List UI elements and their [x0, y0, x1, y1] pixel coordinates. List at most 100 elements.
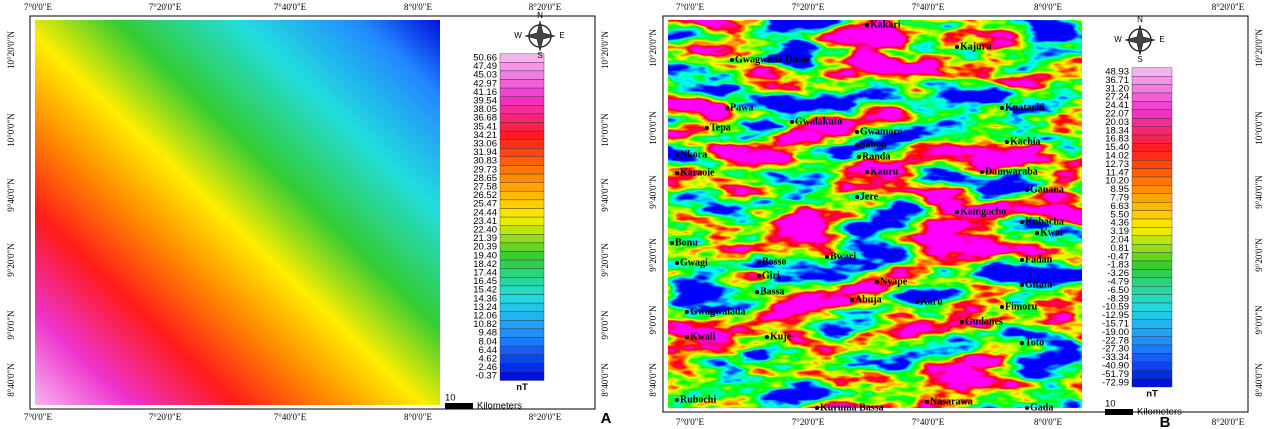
colorbar-swatch [500, 148, 544, 157]
x-tick-label: 8°20'0"E [529, 412, 562, 422]
place-name: Fimoru [1005, 301, 1038, 312]
colorbar-swatch [500, 174, 544, 183]
colorbar-swatch [1132, 286, 1172, 294]
place-name: Gwagwalada [690, 306, 746, 317]
place-dot [855, 143, 859, 147]
colorbar-swatch [500, 226, 544, 235]
colorbar-swatch [500, 286, 544, 295]
place-dot [675, 171, 679, 175]
place-name: Kpatachi [1005, 102, 1045, 113]
place-dot [675, 153, 679, 157]
colorbar-swatch [500, 105, 544, 114]
page: { "left_map": { "panel_label": "A", "x_t… [0, 0, 1270, 429]
place-dot [1020, 258, 1024, 262]
scale-value: 10 [1105, 399, 1116, 410]
scale-value: 10 [445, 393, 456, 404]
colorbar-swatch [1132, 353, 1172, 361]
place-dot [875, 280, 879, 284]
place-dot [815, 406, 819, 410]
place-dot [855, 130, 859, 134]
place-name: Kajuru [960, 41, 992, 52]
place-name: Gwagi [680, 257, 708, 268]
colorbar-swatch [1132, 320, 1172, 328]
place-name: Giri [762, 270, 780, 281]
place-name: Rubochi [680, 394, 716, 405]
compass-west: W [1114, 35, 1122, 44]
colorbar-swatch [500, 234, 544, 243]
colorbar-unit: nT [516, 382, 528, 393]
colorbar-swatch [1132, 76, 1172, 84]
colorbar-swatch [500, 166, 544, 175]
place-dot [685, 310, 689, 314]
place-name: Gada [1030, 402, 1053, 413]
colorbar-swatch [500, 71, 544, 80]
colorbar-swatch [1132, 110, 1172, 118]
place-name: Kachia [1010, 136, 1041, 147]
place-dot [675, 398, 679, 402]
place-name: Gwamoro [860, 126, 903, 137]
y-tick-label: 9°40'0"N [6, 178, 16, 212]
colorbar-swatch [500, 131, 544, 140]
place-dot [1000, 106, 1004, 110]
place-name: Fadan [1025, 254, 1053, 265]
y-tick-label: 10°0'0"N [6, 113, 16, 147]
x-tick-label: 7°0'0"E [24, 412, 52, 422]
colorbar-swatch [500, 312, 544, 321]
x-tick-label: 7°40'0"E [274, 2, 307, 12]
x-tick-label: 8°20'0"E [529, 2, 562, 12]
colorbar-swatch [500, 269, 544, 278]
place-name: Kwali [690, 331, 716, 342]
place-dot [960, 320, 964, 324]
x-tick-label: 7°0'0"E [676, 2, 704, 12]
colorbar-swatch [500, 97, 544, 106]
colorbar-swatch [1132, 127, 1172, 135]
place-dot [675, 261, 679, 265]
place-name: Jere [860, 191, 879, 202]
scale-bar [1105, 409, 1133, 415]
compass-star [1125, 25, 1155, 55]
compass-south: S [537, 51, 542, 60]
place-name: Randa [862, 151, 890, 162]
x-tick-label: 8°0'0"E [1034, 2, 1062, 12]
place-name: Gitata [1025, 279, 1052, 290]
place-name: Bosso [762, 256, 786, 267]
place-name: Bonu [675, 237, 698, 248]
place-name: Gudanes [965, 316, 1003, 327]
place-name: Toto [1025, 337, 1044, 348]
place-dot [1020, 220, 1024, 224]
y-tick-label: 8°40'0"N [1254, 363, 1264, 397]
place-dot [1005, 140, 1009, 144]
colorbar-swatch [1132, 303, 1172, 311]
place-dot [955, 45, 959, 49]
y-tick-label: 9°20'0"N [1254, 238, 1264, 272]
colorbar-swatch [500, 217, 544, 226]
colorbar-swatch [500, 260, 544, 269]
colorbar-swatch [500, 183, 544, 192]
colorbar-swatch [1132, 85, 1172, 93]
place-dot [865, 23, 869, 27]
x-tick-label: 7°20'0"E [149, 412, 182, 422]
colorbar-swatch [1132, 101, 1172, 109]
colorbar-swatch [500, 157, 544, 166]
colorbar-swatch [500, 303, 544, 312]
place-name: Kubacha [1025, 216, 1064, 227]
place-dot [725, 106, 729, 110]
maps: 7°0'0"E7°0'0"E7°20'0"E7°20'0"E7°40'0"E7°… [0, 0, 1270, 429]
colorbar-swatch [500, 140, 544, 149]
colorbar-swatch [1132, 236, 1172, 244]
place-dot [730, 58, 734, 62]
y-tick-label: 9°20'0"N [648, 238, 658, 272]
scale-unit: Kilometers [477, 401, 522, 412]
x-tick-label: 7°40'0"E [912, 417, 945, 427]
colorbar-swatch [500, 329, 544, 338]
colorbar-swatch [500, 191, 544, 200]
colorbar-swatch [1132, 135, 1172, 143]
colorbar-swatch [1132, 253, 1172, 261]
colorbar-swatch [1132, 202, 1172, 210]
colorbar-swatch [500, 200, 544, 209]
colorbar-swatch [1132, 185, 1172, 193]
compass-south: S [1137, 55, 1142, 64]
x-tick-label: 8°0'0"E [1034, 417, 1062, 427]
colorbar-swatch [500, 88, 544, 97]
place-name: Nkora [680, 149, 707, 160]
